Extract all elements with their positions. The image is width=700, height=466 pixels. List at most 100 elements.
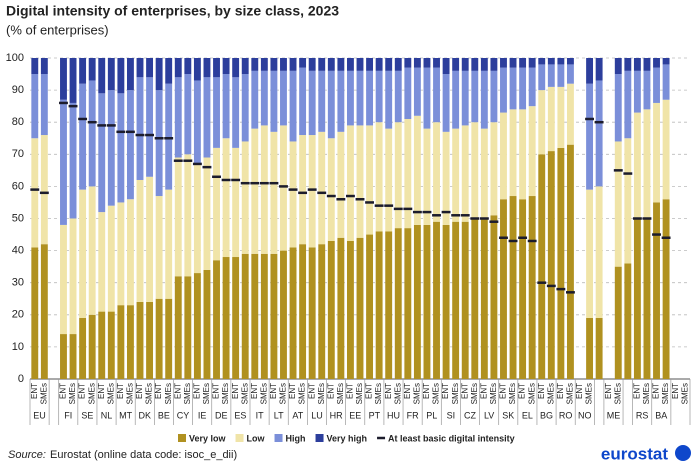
bar-segment [404, 228, 412, 379]
bar-segment [528, 58, 536, 68]
bar-segment [643, 70, 651, 110]
bar-segment [519, 199, 527, 379]
group-label: EU [33, 410, 46, 420]
bar-segment [174, 77, 182, 158]
bar-segment [442, 58, 450, 75]
bar-segment [614, 74, 622, 142]
bar-segment [394, 70, 402, 123]
bar-segment [60, 99, 67, 225]
x-tick-label: ENT [441, 383, 450, 399]
x-tick-label: SMEs [240, 383, 249, 404]
bar-segment [471, 58, 479, 71]
bar-segment [280, 58, 287, 71]
bar-segment [480, 128, 488, 219]
bar-segment [624, 70, 632, 139]
x-tick-label: ENT [556, 383, 565, 399]
bar-segment [490, 58, 498, 71]
legend-label: Very low [189, 433, 227, 443]
bar-segment [174, 157, 182, 277]
x-tick-label: SMEs [413, 383, 422, 404]
x-tick-label: ENT [307, 383, 316, 399]
bar-segment [241, 58, 249, 75]
group-label: NL [101, 410, 113, 420]
chart-title: Digital intensity of enterprises, by siz… [6, 3, 339, 19]
bar-segment [653, 58, 660, 68]
bar-segment [241, 253, 249, 379]
bar-segment [433, 67, 440, 123]
group-label: PT [369, 410, 381, 420]
y-tick-label: 90 [12, 84, 24, 96]
x-tick-label: ENT [288, 383, 297, 399]
x-tick-label: ENT [652, 383, 661, 399]
bar-segment [461, 70, 469, 126]
x-tick-label: ENT [116, 383, 125, 399]
logo-mark [675, 445, 691, 461]
bar-segment [528, 106, 536, 197]
x-tick-label: ENT [154, 383, 163, 399]
x-tick-label: SMEs [126, 383, 135, 404]
bar-segment [633, 70, 641, 113]
bar-segment [375, 70, 383, 123]
group-label: LT [274, 410, 284, 420]
bar-segment [356, 70, 364, 126]
bar-segment [413, 224, 421, 379]
bar-segment [327, 138, 335, 241]
y-tick-label: 50 [12, 212, 24, 224]
bar-segment [136, 301, 144, 379]
bar-segment [385, 231, 393, 379]
legend-label: Low [247, 433, 266, 443]
x-tick-label: ENT [633, 383, 642, 399]
bar-segment [79, 189, 87, 319]
bar-segment [480, 70, 488, 129]
bar-segment [251, 70, 259, 129]
bar-segment [413, 67, 421, 116]
x-tick-label: SMEs [279, 383, 288, 404]
bar-segment [375, 58, 383, 71]
group-label: LU [311, 410, 323, 420]
bar-segment [165, 189, 173, 299]
bar-segment [232, 147, 240, 258]
x-tick-label: ENT [604, 383, 613, 399]
bar-segment [146, 77, 154, 177]
bar-segment [155, 90, 163, 197]
y-tick-label: 100 [6, 52, 24, 64]
bar-segment [174, 58, 182, 78]
bar-segment [241, 141, 249, 254]
bar-segment [394, 228, 402, 379]
x-tick-label: ENT [671, 383, 680, 399]
bar-segment [643, 58, 651, 71]
bar-segment [251, 58, 259, 71]
bar-segment [184, 276, 192, 379]
x-tick-label: ENT [59, 383, 68, 399]
x-tick-label: SMEs [680, 383, 689, 404]
legend-label: At least basic digital intensity [388, 433, 515, 443]
x-tick-label: SMEs [336, 383, 345, 404]
bar-segment [308, 70, 316, 136]
bar-segment [394, 58, 402, 71]
logo-text: eurostat [601, 444, 668, 463]
bar-segment [624, 58, 632, 71]
bar-segment [557, 58, 565, 65]
group-label: RS [636, 410, 649, 420]
bar-segment [213, 77, 220, 148]
bar-segment [222, 138, 230, 258]
bar-segment [586, 83, 594, 190]
bar-segment [318, 58, 326, 71]
bar-segment [136, 58, 144, 78]
bar-segment [88, 314, 96, 379]
bar-segment [117, 93, 125, 203]
legend-swatch [315, 434, 324, 442]
bar-segment [385, 58, 393, 71]
bar-segment [280, 125, 287, 251]
bar-segment [280, 70, 287, 126]
chart-subtitle: (% of enterprises) [6, 22, 109, 37]
bar-segment [98, 311, 106, 379]
bar-segment [126, 305, 134, 379]
bar-segment [270, 253, 278, 379]
bar-segment [566, 144, 574, 379]
bar-segment [461, 125, 469, 222]
bar-segment [471, 70, 479, 123]
bar-segment [452, 128, 460, 222]
group-label: ES [234, 410, 246, 420]
